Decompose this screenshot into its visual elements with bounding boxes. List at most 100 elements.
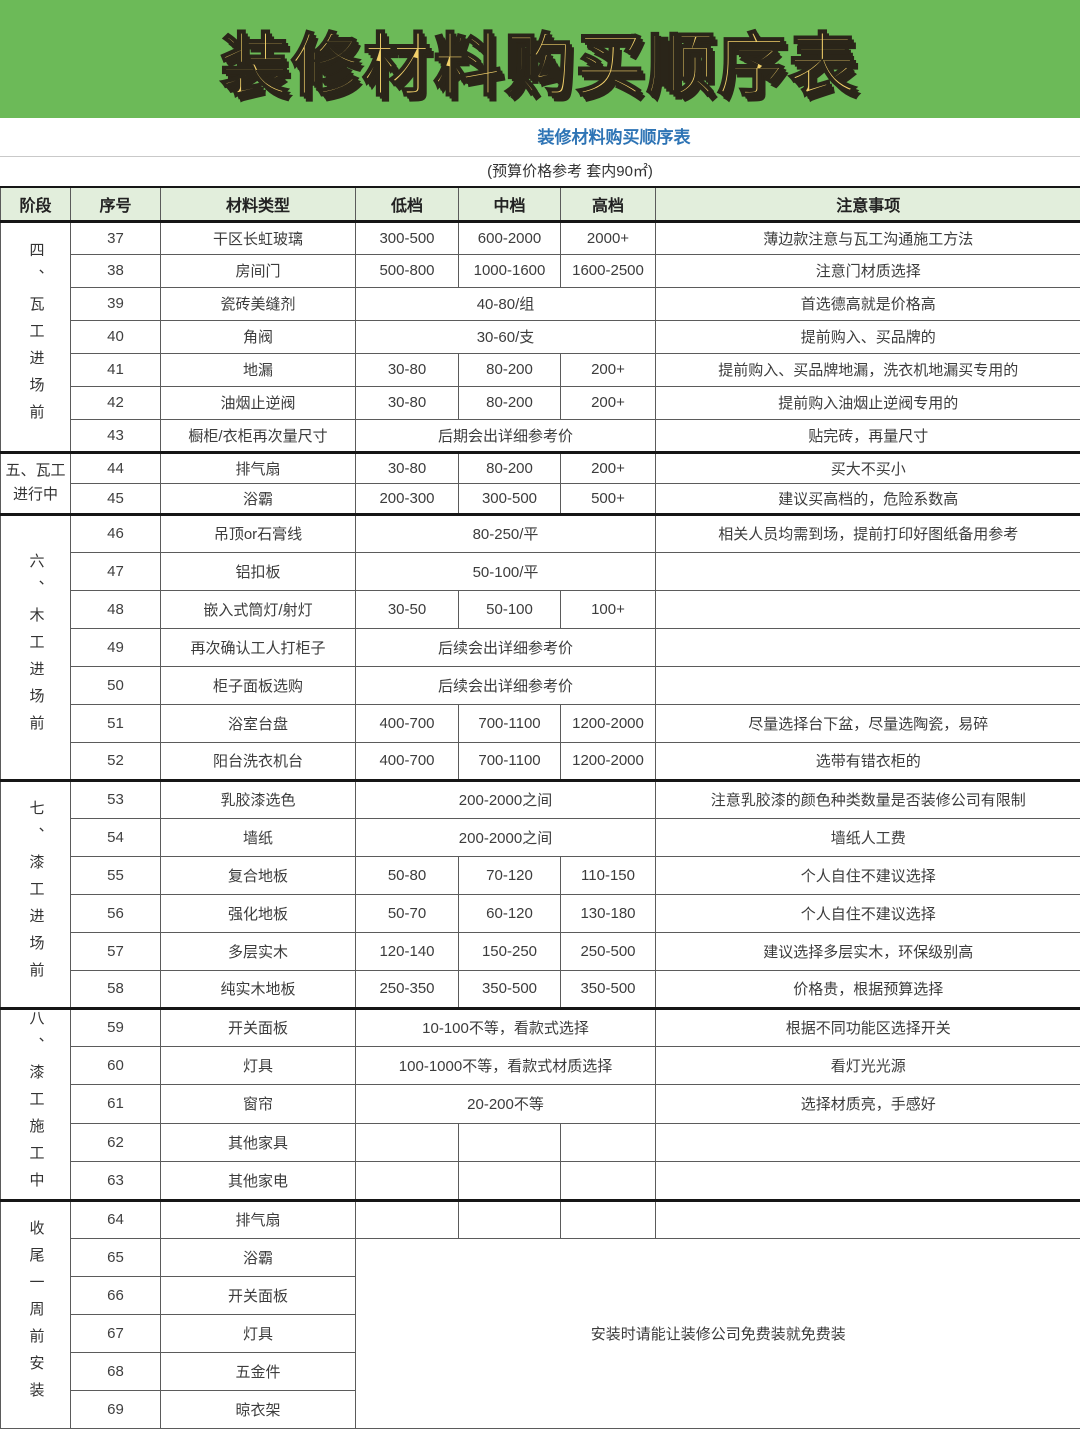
col-header-material: 材料类型 bbox=[160, 186, 356, 223]
material-cell: 瓷砖美缝剂 bbox=[160, 286, 356, 321]
price-low-cell: 30-80 bbox=[355, 352, 459, 387]
table-row: 52 阳台洗衣机台 400-700 700-1100 1200-2000 选带有错衣柜的 bbox=[1, 741, 1080, 781]
material-cell: 排气扇 bbox=[160, 1198, 356, 1239]
stage-label: 收尾一周前安装 bbox=[0, 1198, 71, 1429]
table-row: 六、木工进场前 46 吊顶or石膏线 80-250/平 相关人员均需到场，提前打印好图纸… bbox=[0, 512, 1080, 781]
price-low-cell: 120-140 bbox=[355, 931, 459, 971]
row-number-cell: 37 bbox=[70, 219, 161, 255]
material-cell: 地漏 bbox=[160, 352, 356, 387]
price-high-cell: 200+ bbox=[560, 450, 656, 484]
price-mid-cell: 700-1100 bbox=[458, 703, 561, 743]
table-row: 45 浴霸 200-300 300-500 500+ 建议买高档的，危险系数高 bbox=[1, 482, 1080, 515]
table-row: 62 其他家具 bbox=[1, 1122, 1080, 1163]
row-number-cell: 61 bbox=[70, 1084, 161, 1124]
material-cell: 浴霸 bbox=[160, 482, 356, 515]
material-cell: 角阀 bbox=[160, 319, 356, 354]
note-cell bbox=[655, 1122, 1080, 1163]
row-number-cell: 54 bbox=[70, 817, 161, 857]
price-high-cell: 200+ bbox=[560, 352, 656, 387]
price-merged-cell: 30-60/支 bbox=[355, 319, 656, 354]
row-number-cell: 46 bbox=[70, 512, 161, 553]
material-cell: 阳台洗衣机台 bbox=[160, 741, 356, 781]
price-high-cell: 200+ bbox=[560, 385, 656, 420]
row-number-cell: 65 bbox=[70, 1237, 161, 1277]
row-number-cell: 51 bbox=[70, 703, 161, 743]
budget-note-row: (预算价格参考 套内90㎡) bbox=[0, 157, 1080, 186]
table-row: 47 铝扣板 50-100/平 bbox=[1, 551, 1080, 591]
material-cell: 柜子面板选购 bbox=[160, 665, 356, 705]
table-row: 48 嵌入式筒灯/射灯 30-50 50-100 100+ bbox=[1, 589, 1080, 629]
price-merged-cell: 80-250/平 bbox=[355, 512, 656, 553]
material-cell: 窗帘 bbox=[160, 1084, 356, 1124]
table-row: 49 再次确认工人打柜子 后续会出详细参考价 bbox=[1, 627, 1080, 667]
row-number-cell: 68 bbox=[70, 1351, 161, 1391]
col-header-mid: 中档 bbox=[458, 186, 561, 223]
price-merged-cell: 20-200不等 bbox=[355, 1084, 656, 1124]
note-cell bbox=[655, 1198, 1080, 1239]
price-mid-cell: 80-200 bbox=[458, 385, 561, 420]
table-row: 43 橱柜/衣柜再次量尺寸 后期会出详细参考价 贴完砖，再量尺寸 bbox=[1, 418, 1080, 453]
note-cell: 首选德高就是价格高 bbox=[655, 286, 1080, 321]
price-low-cell: 400-700 bbox=[355, 703, 459, 743]
note-cell: 选带有错衣柜的 bbox=[655, 741, 1080, 781]
price-mid-cell: 1000-1600 bbox=[458, 253, 561, 288]
material-cell: 再次确认工人打柜子 bbox=[160, 627, 356, 667]
material-cell: 晾衣架 bbox=[160, 1389, 356, 1429]
note-cell: 看灯光光源 bbox=[655, 1045, 1080, 1086]
price-low-cell: 500-800 bbox=[355, 253, 459, 288]
table-row: 38 房间门 500-800 1000-1600 1600-2500 注意门材质选择 bbox=[1, 253, 1080, 288]
price-high-cell: 2000+ bbox=[560, 219, 656, 255]
note-cell: 注意门材质选择 bbox=[655, 253, 1080, 288]
note-cell: 个人自住不建议选择 bbox=[655, 855, 1080, 895]
row-number-cell: 48 bbox=[70, 589, 161, 629]
table-row: 58 纯实木地板 250-350 350-500 350-500 价格贵，根据预算选择 bbox=[1, 969, 1080, 1009]
price-mid-cell: 150-250 bbox=[458, 931, 561, 971]
price-mid-cell: 50-100 bbox=[458, 589, 561, 629]
table-row: 61 窗帘 20-200不等 选择材质亮，手感好 bbox=[1, 1084, 1080, 1124]
note-cell: 相关人员均需到场，提前打印好图纸备用参考 bbox=[655, 512, 1080, 553]
note-cell: 贴完砖，再量尺寸 bbox=[655, 418, 1080, 453]
note-cell: 根据不同功能区选择开关 bbox=[655, 1006, 1080, 1047]
price-merged-cell: 后续会出详细参考价 bbox=[355, 665, 656, 705]
material-cell: 油烟止逆阀 bbox=[160, 385, 356, 420]
price-merged-cell: 后续会出详细参考价 bbox=[355, 627, 656, 667]
price-mid-cell: 60-120 bbox=[458, 893, 561, 933]
note-cell: 价格贵，根据预算选择 bbox=[655, 969, 1080, 1009]
price-merged-cell: 后期会出详细参考价 bbox=[355, 418, 656, 453]
row-number-cell: 64 bbox=[70, 1198, 161, 1239]
price-low-cell: 250-350 bbox=[355, 969, 459, 1009]
table-row: 八、漆工施工中 59 开关面板 10-100不等，看款式选择 根据不同功能区选择开关 bbox=[0, 1006, 1080, 1201]
price-low-cell bbox=[355, 1161, 459, 1201]
row-number-cell: 47 bbox=[70, 551, 161, 591]
material-cell: 吊顶or石膏线 bbox=[160, 512, 356, 553]
row-number-cell: 42 bbox=[70, 385, 161, 420]
row-number-cell: 44 bbox=[70, 450, 161, 484]
row-number-cell: 40 bbox=[70, 319, 161, 354]
row-number-cell: 69 bbox=[70, 1389, 161, 1429]
stage-label: 六、木工进场前 bbox=[0, 512, 71, 781]
material-cell: 灯具 bbox=[160, 1313, 356, 1353]
stage-label: 七、漆工进场前 bbox=[0, 778, 71, 1009]
table-row: 七、漆工进场前 53 乳胶漆选色 200-2000之间 注意乳胶漆的颜色种类数量是否装修… bbox=[0, 778, 1080, 1009]
price-mid-cell bbox=[458, 1122, 561, 1163]
table-row: 四、瓦工进场前 37 干区长虹玻璃 300-500 600-2000 2000+ 薄边款注意… bbox=[0, 219, 1080, 453]
table-row: 66 开关面板 bbox=[1, 1275, 1080, 1315]
note-cell: 建议买高档的，危险系数高 bbox=[655, 482, 1080, 515]
price-low-cell: 50-70 bbox=[355, 893, 459, 933]
row-number-cell: 52 bbox=[70, 741, 161, 781]
row-number-cell: 56 bbox=[70, 893, 161, 933]
table-row: 41 地漏 30-80 80-200 200+ 提前购入、买品牌地漏，洗衣机地漏买专用的 bbox=[1, 352, 1080, 387]
table-row: 55 复合地板 50-80 70-120 110-150 个人自住不建议选择 bbox=[1, 855, 1080, 895]
sheet-subtitle-row: 装修材料购买顺序表 bbox=[0, 118, 1080, 157]
page-title: 装修材料购买顺序表 bbox=[219, 27, 860, 105]
material-cell: 铝扣板 bbox=[160, 551, 356, 591]
price-high-cell bbox=[560, 1122, 656, 1163]
row-number-cell: 55 bbox=[70, 855, 161, 895]
install-note-cell: 安装时请能让装修公司免费装就免费装 bbox=[355, 1237, 1080, 1429]
stage-label: 四、瓦工进场前 bbox=[0, 219, 71, 453]
table-row: 69 晾衣架 bbox=[1, 1389, 1080, 1429]
price-low-cell bbox=[355, 1198, 459, 1239]
material-cell: 强化地板 bbox=[160, 893, 356, 933]
material-cell: 排气扇 bbox=[160, 450, 356, 484]
